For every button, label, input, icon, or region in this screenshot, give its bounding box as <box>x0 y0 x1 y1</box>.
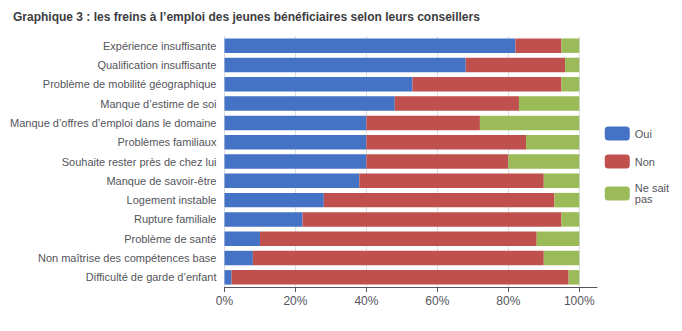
svg-text:Graphique 3 : les freins à l’e: Graphique 3 : les freins à l’emploi des … <box>13 10 480 24</box>
svg-text:Manque de savoir-être: Manque de savoir-être <box>106 175 216 187</box>
svg-text:Problèmes familiaux: Problèmes familiaux <box>117 136 217 148</box>
svg-text:Non: Non <box>635 156 655 168</box>
svg-text:60%: 60% <box>425 294 449 308</box>
svg-text:20%: 20% <box>283 294 307 308</box>
svg-text:Ne sait: Ne sait <box>634 182 669 194</box>
svg-text:Qualification insuffisante: Qualification insuffisante <box>97 59 216 71</box>
svg-text:Difficulté de garde d’enfant: Difficulté de garde d’enfant <box>86 271 217 283</box>
svg-text:80%: 80% <box>496 294 520 308</box>
svg-text:0%: 0% <box>216 294 234 308</box>
svg-text:Oui: Oui <box>635 128 652 140</box>
svg-text:pas: pas <box>635 193 653 205</box>
svg-text:Manque d’offres d’emploi dans: Manque d’offres d’emploi dans le domaine <box>10 117 216 129</box>
svg-text:Logement instable: Logement instable <box>127 194 217 206</box>
svg-text:Problème de santé: Problème de santé <box>124 233 216 245</box>
svg-text:100%: 100% <box>564 294 595 308</box>
svg-text:Manque d’estime de soi: Manque d’estime de soi <box>100 98 216 110</box>
svg-text:Souhaite rester près de chez l: Souhaite rester près de chez lui <box>62 156 217 168</box>
svg-text:Non maîtrise des compétences b: Non maîtrise des compétences base <box>38 252 217 264</box>
svg-text:40%: 40% <box>354 294 378 308</box>
svg-text:Rupture familiale: Rupture familiale <box>134 213 217 225</box>
svg-text:Problème de mobilité géographi: Problème de mobilité géographique <box>43 78 217 90</box>
svg-text:Expérience insuffisante: Expérience insuffisante <box>103 40 217 52</box>
